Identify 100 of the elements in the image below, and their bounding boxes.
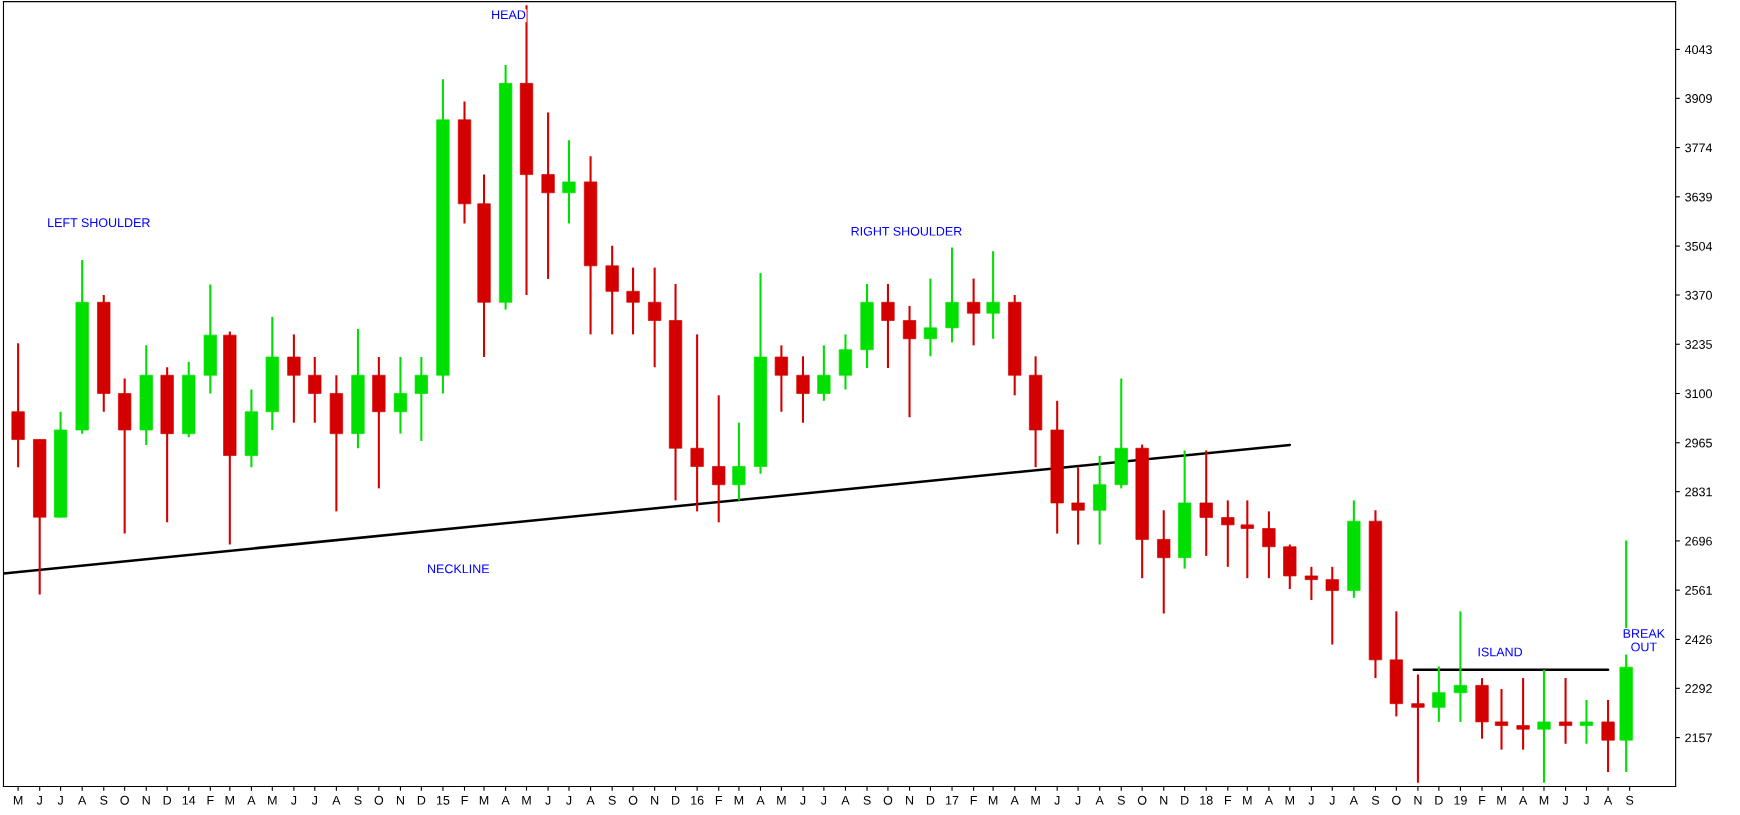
candlestick <box>1579 698 1594 745</box>
x-tick-label: M <box>479 795 489 805</box>
x-tick-label: J <box>545 795 551 805</box>
x-tick-label: D <box>163 795 172 805</box>
x-tick-label: A <box>1603 795 1613 805</box>
y-tick-label: 4043 <box>1684 45 1712 55</box>
y-tick-label: 3370 <box>1685 290 1712 300</box>
x-tick-label: J <box>311 795 317 805</box>
x-tick-label: A <box>78 795 87 805</box>
x-tick-label: F <box>715 795 723 805</box>
x-tick-label: J <box>1329 795 1335 805</box>
candlestick <box>923 277 938 358</box>
x-tick-label: A <box>1518 795 1528 805</box>
candlestick <box>1325 565 1339 646</box>
x-tick-label: F <box>1479 795 1486 805</box>
y-tick-label: 2965 <box>1685 438 1712 448</box>
x-tick-label: M <box>1539 795 1549 805</box>
x-tick-label: F <box>1225 795 1232 805</box>
candlestick <box>562 139 576 225</box>
x-tick-label: J <box>800 795 806 805</box>
x-tick-label: M <box>522 795 531 805</box>
candlestick <box>414 355 428 442</box>
x-tick-label: J <box>820 795 827 805</box>
x-tick-label: S <box>354 795 362 805</box>
candlestick <box>393 355 408 435</box>
candlestick <box>1240 499 1254 580</box>
candlestick <box>1262 510 1276 580</box>
x-tick-label: J <box>1054 795 1060 805</box>
x-tick-label: A <box>332 795 341 805</box>
x-tick-label: 14 <box>182 795 196 805</box>
candlestick <box>1558 677 1573 745</box>
y-tick-label: 2157 <box>1685 733 1712 743</box>
x-tick-label: S <box>1117 795 1125 805</box>
x-tick-label: J <box>1583 795 1589 805</box>
x-tick-label: O <box>120 795 129 805</box>
candlestick <box>796 355 810 424</box>
candlestick <box>881 283 895 369</box>
candlestick <box>1601 698 1615 773</box>
candlestick <box>287 333 301 424</box>
x-tick-label: 16 <box>691 795 704 805</box>
annotation: HEAD <box>492 10 526 19</box>
x-tick-label: N <box>142 795 150 805</box>
x-tick-label: O <box>1137 795 1147 805</box>
x-tick-label: N <box>1414 795 1422 805</box>
x-tick-label: D <box>417 795 426 805</box>
y-tick-label: 3504 <box>1685 241 1713 251</box>
x-tick-label: J <box>36 795 42 805</box>
x-tick-label: O <box>1392 795 1401 805</box>
candlestick <box>1411 673 1425 784</box>
candlestick <box>308 355 322 424</box>
candlestick <box>1516 677 1530 751</box>
candlestick <box>626 266 640 336</box>
candlestick <box>817 344 831 402</box>
x-tick-label: D <box>672 795 680 805</box>
candlestick <box>902 304 917 419</box>
candlestick <box>690 333 704 513</box>
x-tick-label: M <box>1497 795 1506 805</box>
x-tick-label: A <box>841 795 850 805</box>
y-tick-label: 2426 <box>1685 635 1712 645</box>
x-tick-label: M <box>777 795 786 805</box>
candlestick <box>1432 665 1446 723</box>
candlestick <box>986 250 1000 340</box>
x-tick-label: D <box>1435 795 1443 805</box>
x-tick-label: J <box>290 795 297 805</box>
y-tick-label: 2831 <box>1685 487 1712 497</box>
x-tick-label: J <box>1308 795 1314 805</box>
x-tick-label: J <box>1075 795 1081 805</box>
x-tick-label: M <box>1031 795 1040 805</box>
x-tick-label: A <box>247 795 256 805</box>
y-tick-label: 3100 <box>1685 389 1712 399</box>
x-tick-label: A <box>756 795 765 805</box>
x-tick-label: S <box>1626 795 1634 805</box>
candlestick <box>1157 509 1171 615</box>
x-tick-label: A <box>1010 795 1019 805</box>
candlestick <box>1071 466 1085 546</box>
x-tick-label: O <box>883 795 893 805</box>
x-tick-label: J <box>566 795 572 805</box>
x-tick-label: S <box>608 795 616 805</box>
x-tick-label: D <box>926 795 935 805</box>
x-tick-label: F <box>970 795 977 805</box>
x-tick-label: O <box>374 795 384 805</box>
x-tick-label: O <box>628 795 638 805</box>
x-tick-label: M <box>1285 795 1294 805</box>
candlestick <box>1537 668 1551 784</box>
x-tick-label: M <box>1243 795 1252 805</box>
candlestick <box>1494 688 1509 751</box>
x-tick-label: S <box>100 795 108 805</box>
annotation: RIGHT SHOULDER <box>851 226 962 236</box>
x-tick-label: J <box>57 795 63 805</box>
x-tick-label: D <box>1181 795 1189 805</box>
y-tick-label: 3774 <box>1685 143 1713 153</box>
x-tick-label: S <box>863 795 871 805</box>
x-tick-label: F <box>461 795 468 805</box>
y-tick-label: 2561 <box>1685 585 1712 595</box>
y-tick-label: 3235 <box>1685 340 1712 349</box>
x-tick-label: 15 <box>436 795 450 805</box>
x-tick-label: N <box>906 795 914 805</box>
candlestick <box>1221 499 1235 568</box>
x-tick-label: M <box>225 795 234 805</box>
y-tick-label: 3909 <box>1685 94 1712 103</box>
